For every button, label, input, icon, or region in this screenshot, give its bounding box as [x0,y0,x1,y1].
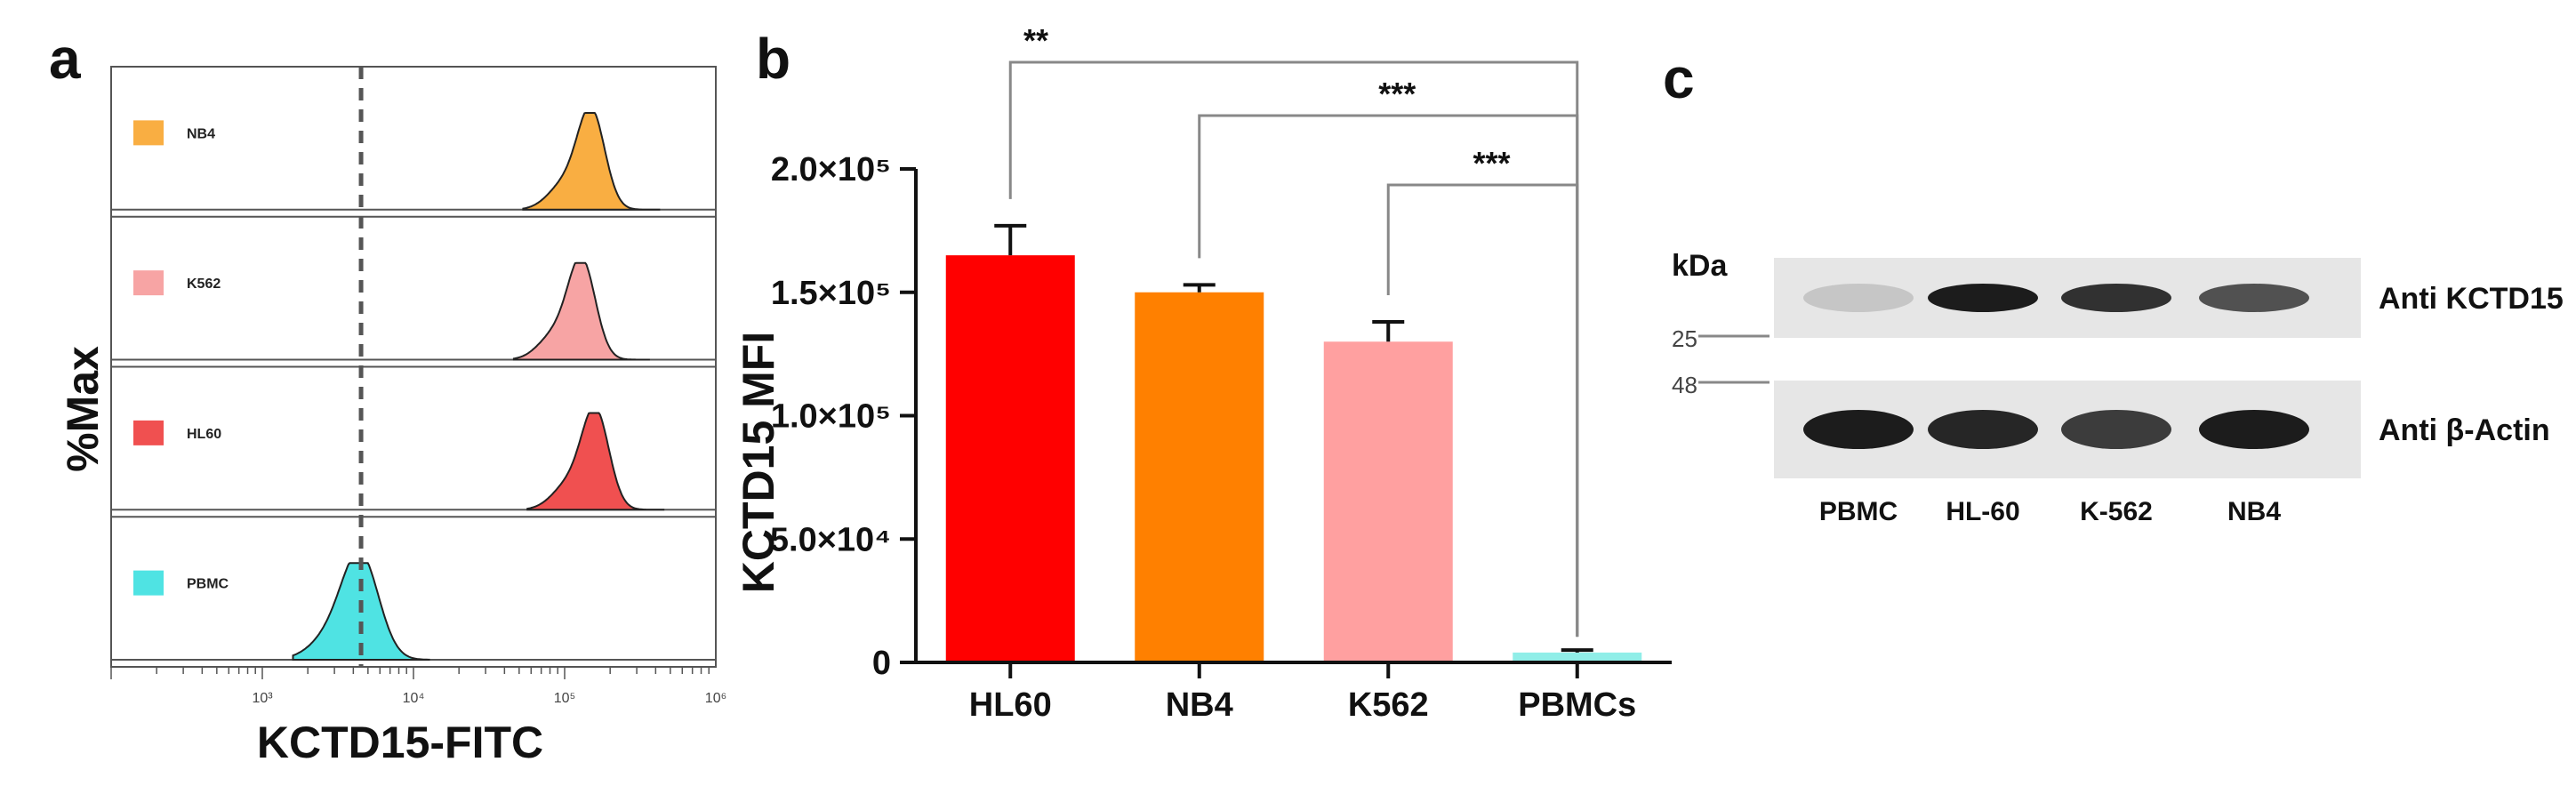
blot-row-label: Anti β-Actin [2379,413,2550,447]
histogram-hl60 [526,412,665,511]
mw-marker-label: 25 [1672,325,1697,352]
lane-label: K-562 [2080,497,2153,526]
significance-bracket [1386,183,1579,638]
blot-row-label: Anti KCTD15 [2379,282,2564,316]
blot-band [2061,284,2171,312]
x-tick-label: 10⁶ [705,691,726,706]
x-tick-label-nb4: NB4 [1166,686,1233,724]
blot-band [1803,410,1914,449]
x-tick-label-pbmcs: PBMCs [1518,686,1636,724]
panel-a-letter: a [49,27,81,91]
panel-b-letter: b [756,27,790,91]
bar-nb4 [1135,292,1264,662]
x-tick-label: 10³ [252,691,273,706]
histogram-group: NB4 K562 HL60 PBMC [111,112,716,661]
bar-hl60 [945,255,1075,662]
significance-label: *** [1473,145,1510,181]
blot-band [2199,410,2309,449]
histogram-nb4 [522,112,661,211]
x-tick-label-k562: K562 [1348,686,1429,724]
panel-a-x-ticks: 10³ 10⁴ 10⁵ 10⁶ [110,667,726,706]
y-tick-label: 5.0×10⁴ [770,521,891,558]
lane-label: PBMC [1819,497,1898,526]
blot-band [2199,284,2309,312]
y-tick-label: 2.0×10⁵ [771,151,891,188]
mw-marker-label: 48 [1672,372,1697,398]
legend-swatch-hl60 [133,420,164,445]
histogram-k562 [512,261,650,361]
x-tick-label: 10⁵ [554,691,575,706]
y-tick-label: 1.0×10⁵ [771,398,891,436]
x-tick-label: 10⁴ [403,691,425,706]
blot-band [1928,284,2038,312]
western-blot: Anti KCTD15 Anti β-Actin 25 48 PBMC HL-60 K-56… [1672,258,2564,526]
bar-k562 [1323,341,1453,662]
panel-a-ylabel: %Max [58,346,108,472]
legend-label-nb4: NB4 [187,126,215,141]
panel-b-y-axis: 0 5.0×10⁴ 1.0×10⁵ 1.5×10⁵ 2.0×10⁵ [770,151,918,682]
bar-group [945,223,1642,662]
significance-label: ** [1023,22,1048,59]
y-tick-label: 1.5×10⁵ [771,275,891,312]
panel-b-ylabel: KCTD15 MFI [734,332,783,593]
legend-swatch-pbmc [133,570,164,596]
legend-label-pbmc: PBMC [187,577,229,592]
kda-label: kDa [1672,249,1728,283]
x-tick-label-hl60: HL60 [969,686,1052,724]
significance-label: *** [1378,76,1416,112]
panel-b-x-axis: HL60 NB4 K562 PBMCs [916,661,1672,724]
panel-c-letter: c [1663,46,1695,110]
blot-band [1803,284,1914,312]
lane-label: HL-60 [1946,497,2019,526]
legend-label-k562: K562 [187,277,221,292]
blot-band [2061,410,2171,449]
panel-a-xlabel: KCTD15-FITC [257,718,543,767]
significance-brackets: ******** [1008,22,1579,638]
lane-label: NB4 [2227,497,2281,526]
blot-band [1928,410,2038,449]
legend-swatch-k562 [133,270,164,296]
legend-swatch-nb4 [133,120,164,146]
bar-pbmcs [1513,652,1642,662]
y-tick-label: 0 [872,645,891,682]
legend-label-hl60: HL60 [187,427,221,442]
